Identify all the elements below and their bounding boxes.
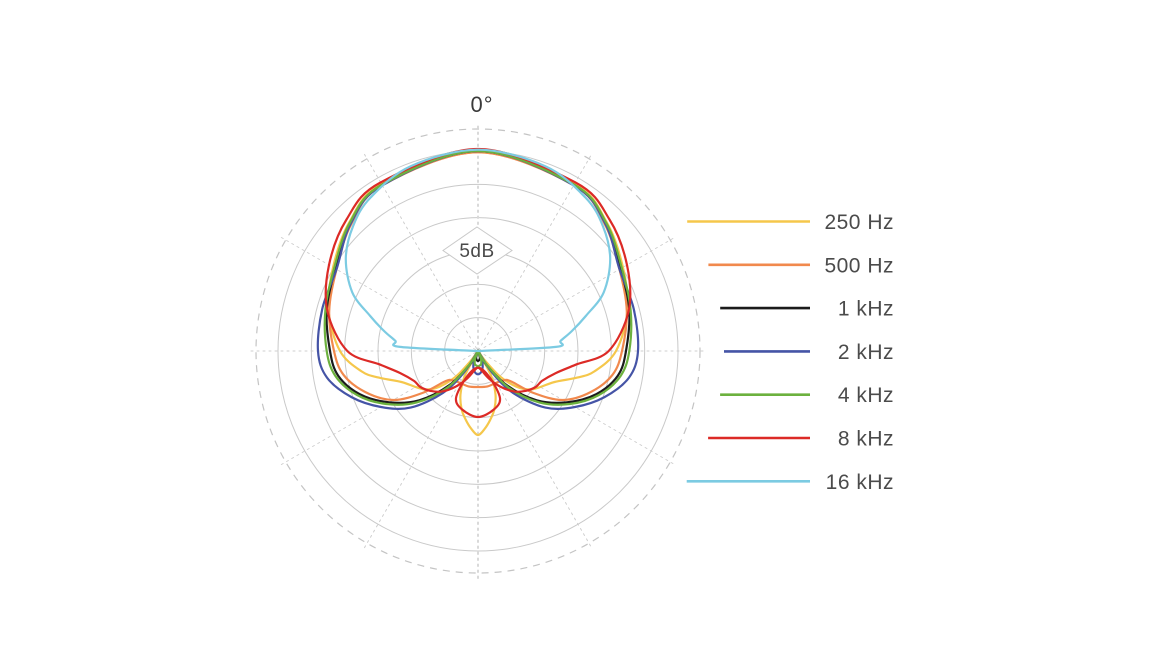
- legend-item: 1 kHz: [720, 298, 894, 321]
- zero-degree-label: 0°: [470, 92, 493, 117]
- curve-2khz: [316, 149, 640, 410]
- grid-radial-line: [364, 153, 592, 549]
- legend-label: 500 Hz: [824, 254, 894, 277]
- curve-8khz-rear-lobe: [454, 366, 502, 419]
- db-scale-label: 5dB: [459, 241, 494, 262]
- legend-label: 1 kHz: [838, 298, 894, 321]
- legend-item: 250 Hz: [687, 211, 894, 234]
- curve-500hz: [328, 151, 628, 402]
- pattern-curves: [316, 147, 640, 437]
- db-scale-diamond: [442, 226, 513, 275]
- legend-label: 4 kHz: [838, 384, 894, 407]
- legend-item: 2 kHz: [724, 341, 894, 364]
- legend-item: 4 kHz: [720, 384, 894, 407]
- legend-label: 8 kHz: [838, 428, 894, 451]
- legend: 250 Hz 500 Hz 1 kHz 2 kHz 4 kHz 8 kHz 16 kHz: [686, 211, 894, 494]
- legend-item: 16 kHz: [686, 471, 894, 494]
- legend-label: 16 kHz: [826, 471, 894, 494]
- curve-4khz: [323, 149, 633, 406]
- grid-radial-line: [364, 153, 592, 549]
- legend-label: 250 Hz: [824, 211, 894, 234]
- legend-item: 8 kHz: [708, 428, 894, 451]
- curve-16khz: [344, 148, 612, 353]
- legend-label: 2 kHz: [838, 341, 894, 364]
- grid-radial-line: [280, 237, 676, 465]
- legend-item: 500 Hz: [708, 254, 894, 277]
